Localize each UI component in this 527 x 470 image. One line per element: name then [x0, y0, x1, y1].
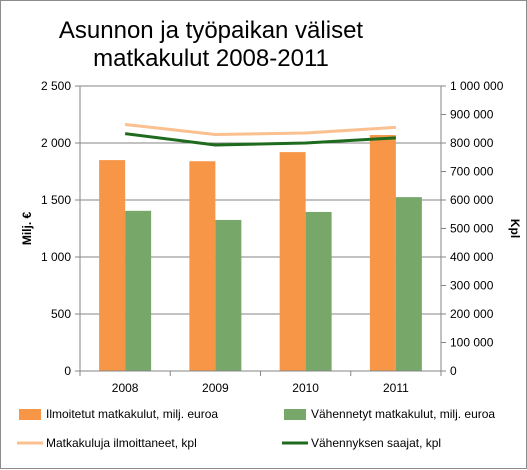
series-line	[124, 132, 396, 147]
y-axis-title-right: Kpl	[508, 219, 522, 238]
tick-labels: 0 500 1 000 1 500 2 000 2 500 0 100 000 200 000 3…	[20, 79, 522, 395]
left-tick-label: 1 500	[41, 193, 71, 207]
y-axis-title-left: Milj. €	[20, 212, 34, 246]
right-tick-label: 900 000	[450, 108, 494, 122]
right-tick-label: 1 000 000	[450, 79, 504, 93]
right-tick-label: 500 000	[450, 222, 494, 236]
left-tick-label: 2 000	[41, 136, 71, 150]
x-tick-label: 2009	[202, 381, 229, 395]
left-tick-label: 0	[64, 364, 71, 378]
legend-label: Vähennyksen saajat, kpl	[311, 436, 441, 450]
bar	[215, 219, 242, 371]
lines	[124, 122, 396, 147]
bar	[369, 135, 396, 371]
legend-label: Matkakuluja ilmoittaneet, kpl	[46, 436, 197, 450]
bar	[99, 160, 126, 371]
legend-swatch	[284, 409, 306, 420]
right-tick-label: 600 000	[450, 193, 494, 207]
left-tick-label: 500	[51, 307, 71, 321]
legend-swatch	[19, 409, 41, 420]
bar	[279, 152, 306, 371]
series-line	[124, 122, 396, 136]
x-tick-label: 2010	[292, 381, 319, 395]
right-tick-label: 400 000	[450, 250, 494, 264]
x-tick-label: 2011	[383, 381, 409, 395]
right-tick-label: 200 000	[450, 307, 494, 321]
left-tick-label: 2 500	[41, 79, 71, 93]
right-tick-label: 300 000	[450, 279, 494, 293]
chart-title-line: matkakulut 2008-2011	[93, 45, 329, 72]
right-tick-label: 700 000	[450, 165, 494, 179]
chart-title-line: Asunnon ja työpaikan väliset	[59, 17, 364, 44]
right-tick-label: 0	[450, 364, 457, 378]
legend-label: Vähennetyt matkakulut, milj. euroa	[311, 407, 495, 421]
right-tick-label: 800 000	[450, 136, 494, 150]
legend: Ilmoitetut matkakulut, milj. euroa Vähenn…	[17, 407, 495, 450]
axes	[75, 85, 446, 376]
x-tick-label: 2008	[112, 381, 139, 395]
right-tick-label: 100 000	[450, 336, 494, 350]
bar	[189, 161, 216, 371]
bars	[99, 135, 422, 371]
bar	[395, 197, 422, 371]
left-tick-label: 1 000	[41, 250, 71, 264]
bar	[305, 211, 332, 371]
legend-label: Ilmoitetut matkakulut, milj. euroa	[46, 407, 218, 421]
bar	[125, 210, 152, 371]
